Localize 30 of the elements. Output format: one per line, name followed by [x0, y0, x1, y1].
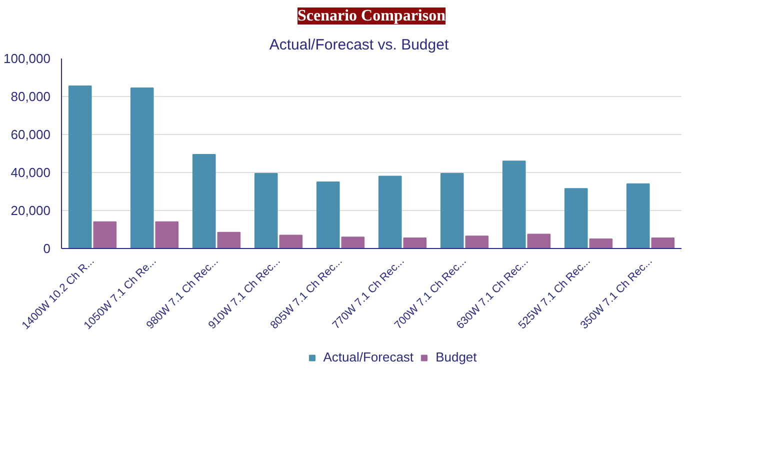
- bar: [155, 221, 179, 248]
- chart-title: Scenario Comparison: [298, 8, 446, 24]
- bar: [589, 238, 613, 248]
- bar: [254, 172, 278, 248]
- y-tick-label: 40,000: [10, 165, 51, 180]
- y-tick-label: 0: [43, 241, 51, 256]
- y-tick-label: 80,000: [10, 89, 51, 104]
- bar: [527, 234, 551, 248]
- bar: [440, 172, 464, 248]
- bar: [502, 160, 526, 248]
- bar: [68, 86, 92, 248]
- bar: [130, 87, 154, 248]
- bar: [93, 221, 117, 248]
- bar: [626, 183, 650, 248]
- bar: [341, 236, 365, 248]
- bar: [192, 154, 216, 248]
- bar: [564, 188, 588, 248]
- bar: [378, 176, 402, 248]
- chart-subtitle: Actual/Forecast vs. Budget: [269, 36, 450, 54]
- y-tick-label: 20,000: [10, 203, 51, 218]
- legend-label: Budget: [436, 350, 477, 364]
- legend-label: Actual/Forecast: [323, 350, 414, 364]
- bar: [279, 234, 303, 248]
- bar: [217, 232, 241, 248]
- bar: [316, 182, 340, 248]
- bar: [465, 236, 489, 248]
- y-tick-label: 60,000: [10, 127, 51, 142]
- bar: [651, 238, 675, 248]
- bar: [403, 238, 427, 248]
- y-tick-label: 100,000: [4, 51, 51, 66]
